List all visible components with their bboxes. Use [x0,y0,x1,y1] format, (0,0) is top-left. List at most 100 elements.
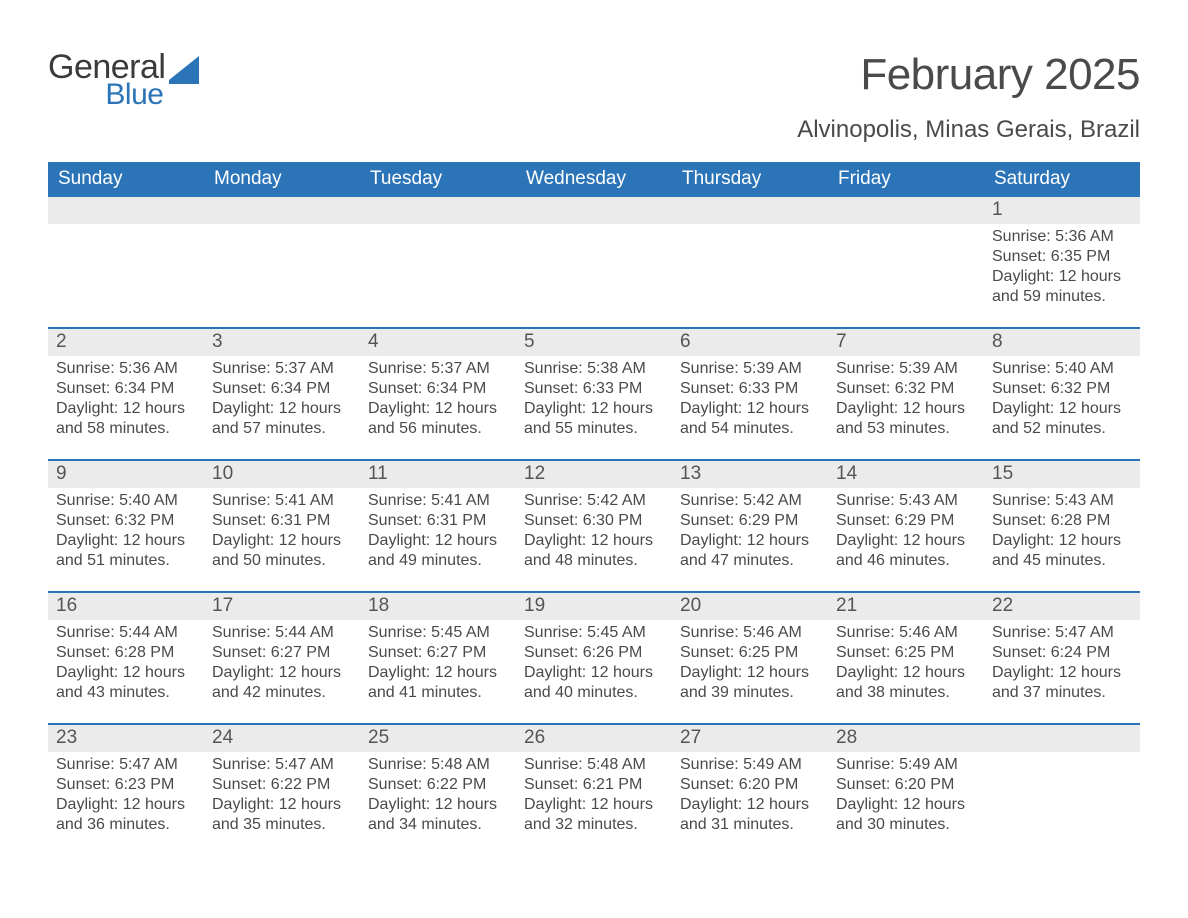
day-number [48,197,204,224]
day-details: Sunrise: 5:36 AMSunset: 6:34 PMDaylight:… [48,356,204,459]
sunrise-text: Sunrise: 5:40 AM [992,359,1132,379]
sunset-text: Sunset: 6:33 PM [524,379,664,399]
day-number: 18 [360,593,516,620]
sunset-text: Sunset: 6:21 PM [524,775,664,795]
weekday-header: Tuesday [360,162,516,197]
daylight-text: Daylight: 12 hours and 30 minutes. [836,795,976,835]
day-cell: 25Sunrise: 5:48 AMSunset: 6:22 PMDayligh… [360,725,516,855]
weekday-header: Saturday [984,162,1140,197]
day-number: 4 [360,329,516,356]
sunrise-text: Sunrise: 5:47 AM [56,755,196,775]
day-details: Sunrise: 5:41 AMSunset: 6:31 PMDaylight:… [360,488,516,591]
week-row: 1Sunrise: 5:36 AMSunset: 6:35 PMDaylight… [48,197,1140,327]
sunrise-text: Sunrise: 5:47 AM [992,623,1132,643]
day-cell: 7Sunrise: 5:39 AMSunset: 6:32 PMDaylight… [828,329,984,459]
day-cell: 17Sunrise: 5:44 AMSunset: 6:27 PMDayligh… [204,593,360,723]
daylight-text: Daylight: 12 hours and 50 minutes. [212,531,352,571]
sunrise-text: Sunrise: 5:42 AM [680,491,820,511]
day-cell: 2Sunrise: 5:36 AMSunset: 6:34 PMDaylight… [48,329,204,459]
sunset-text: Sunset: 6:20 PM [680,775,820,795]
day-details: Sunrise: 5:44 AMSunset: 6:27 PMDaylight:… [204,620,360,723]
sunset-text: Sunset: 6:30 PM [524,511,664,531]
day-cell: 18Sunrise: 5:45 AMSunset: 6:27 PMDayligh… [360,593,516,723]
sunset-text: Sunset: 6:22 PM [368,775,508,795]
day-details: Sunrise: 5:46 AMSunset: 6:25 PMDaylight:… [828,620,984,723]
sunset-text: Sunset: 6:25 PM [836,643,976,663]
day-details: Sunrise: 5:48 AMSunset: 6:21 PMDaylight:… [516,752,672,855]
day-number: 14 [828,461,984,488]
day-cell: 6Sunrise: 5:39 AMSunset: 6:33 PMDaylight… [672,329,828,459]
day-cell: 15Sunrise: 5:43 AMSunset: 6:28 PMDayligh… [984,461,1140,591]
daylight-text: Daylight: 12 hours and 45 minutes. [992,531,1132,571]
week-row: 2Sunrise: 5:36 AMSunset: 6:34 PMDaylight… [48,327,1140,459]
day-number: 15 [984,461,1140,488]
sunset-text: Sunset: 6:23 PM [56,775,196,795]
day-cell [984,725,1140,855]
sunrise-text: Sunrise: 5:41 AM [212,491,352,511]
sunrise-text: Sunrise: 5:46 AM [836,623,976,643]
day-number: 27 [672,725,828,752]
header-row: General Blue February 2025 [48,50,1140,110]
day-cell: 24Sunrise: 5:47 AMSunset: 6:22 PMDayligh… [204,725,360,855]
daylight-text: Daylight: 12 hours and 56 minutes. [368,399,508,439]
day-number: 11 [360,461,516,488]
day-details: Sunrise: 5:47 AMSunset: 6:22 PMDaylight:… [204,752,360,855]
sunset-text: Sunset: 6:29 PM [680,511,820,531]
day-cell [48,197,204,327]
sunrise-text: Sunrise: 5:39 AM [836,359,976,379]
daylight-text: Daylight: 12 hours and 39 minutes. [680,663,820,703]
sunset-text: Sunset: 6:22 PM [212,775,352,795]
sunrise-text: Sunrise: 5:48 AM [368,755,508,775]
sunrise-text: Sunrise: 5:37 AM [212,359,352,379]
day-cell: 8Sunrise: 5:40 AMSunset: 6:32 PMDaylight… [984,329,1140,459]
sunrise-text: Sunrise: 5:41 AM [368,491,508,511]
daylight-text: Daylight: 12 hours and 46 minutes. [836,531,976,571]
sunset-text: Sunset: 6:32 PM [836,379,976,399]
day-number: 19 [516,593,672,620]
day-details: Sunrise: 5:39 AMSunset: 6:32 PMDaylight:… [828,356,984,459]
sunset-text: Sunset: 6:20 PM [836,775,976,795]
daylight-text: Daylight: 12 hours and 41 minutes. [368,663,508,703]
sunset-text: Sunset: 6:28 PM [992,511,1132,531]
day-cell: 3Sunrise: 5:37 AMSunset: 6:34 PMDaylight… [204,329,360,459]
weekday-header: Thursday [672,162,828,197]
sunrise-text: Sunrise: 5:43 AM [992,491,1132,511]
day-cell: 26Sunrise: 5:48 AMSunset: 6:21 PMDayligh… [516,725,672,855]
day-cell [516,197,672,327]
day-number: 2 [48,329,204,356]
day-cell [204,197,360,327]
day-number: 23 [48,725,204,752]
sunrise-text: Sunrise: 5:48 AM [524,755,664,775]
day-details: Sunrise: 5:44 AMSunset: 6:28 PMDaylight:… [48,620,204,723]
sunrise-text: Sunrise: 5:49 AM [836,755,976,775]
day-number [360,197,516,224]
daylight-text: Daylight: 12 hours and 38 minutes. [836,663,976,703]
day-number: 6 [672,329,828,356]
day-number: 3 [204,329,360,356]
weekday-header: Monday [204,162,360,197]
day-cell: 9Sunrise: 5:40 AMSunset: 6:32 PMDaylight… [48,461,204,591]
brand-logo: General Blue [48,50,203,110]
sunrise-text: Sunrise: 5:44 AM [212,623,352,643]
sunset-text: Sunset: 6:34 PM [212,379,352,399]
sunset-text: Sunset: 6:35 PM [992,247,1132,267]
day-number: 17 [204,593,360,620]
day-details: Sunrise: 5:37 AMSunset: 6:34 PMDaylight:… [360,356,516,459]
day-cell: 20Sunrise: 5:46 AMSunset: 6:25 PMDayligh… [672,593,828,723]
daylight-text: Daylight: 12 hours and 47 minutes. [680,531,820,571]
sunset-text: Sunset: 6:29 PM [836,511,976,531]
day-cell: 21Sunrise: 5:46 AMSunset: 6:25 PMDayligh… [828,593,984,723]
brand-text: General Blue [48,50,165,110]
daylight-text: Daylight: 12 hours and 31 minutes. [680,795,820,835]
sunset-text: Sunset: 6:34 PM [368,379,508,399]
day-details: Sunrise: 5:45 AMSunset: 6:26 PMDaylight:… [516,620,672,723]
sunset-text: Sunset: 6:34 PM [56,379,196,399]
day-details: Sunrise: 5:45 AMSunset: 6:27 PMDaylight:… [360,620,516,723]
sunrise-text: Sunrise: 5:38 AM [524,359,664,379]
day-details: Sunrise: 5:47 AMSunset: 6:23 PMDaylight:… [48,752,204,855]
daylight-text: Daylight: 12 hours and 51 minutes. [56,531,196,571]
day-details: Sunrise: 5:43 AMSunset: 6:28 PMDaylight:… [984,488,1140,591]
day-details: Sunrise: 5:38 AMSunset: 6:33 PMDaylight:… [516,356,672,459]
daylight-text: Daylight: 12 hours and 54 minutes. [680,399,820,439]
day-cell: 13Sunrise: 5:42 AMSunset: 6:29 PMDayligh… [672,461,828,591]
